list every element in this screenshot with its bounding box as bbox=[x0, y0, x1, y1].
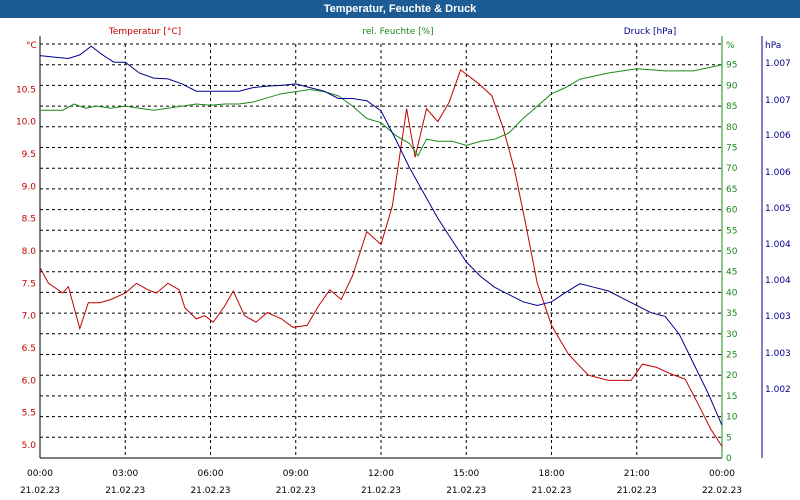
x-tick-date: 21.02.23 bbox=[105, 486, 145, 496]
pressure-tick-label: 1.004 bbox=[765, 240, 791, 250]
humidity-series-line bbox=[40, 64, 723, 157]
humidity-tick-label: 5 bbox=[726, 433, 732, 443]
temperature-tick-label: 10.5 bbox=[16, 85, 36, 95]
humidity-tick-label: 50 bbox=[726, 247, 738, 257]
x-tick-date: 21.02.23 bbox=[190, 486, 230, 496]
x-tick-date: 21.02.23 bbox=[446, 486, 486, 496]
pressure-tick-label: 1.003 bbox=[765, 312, 791, 322]
x-tick-date: 21.02.23 bbox=[531, 486, 571, 496]
humidity-tick-label: 80 bbox=[726, 123, 738, 133]
x-tick-time: 00:00 bbox=[27, 469, 53, 479]
humidity-tick-label: 60 bbox=[726, 206, 738, 216]
humidity-tick-label: 65 bbox=[726, 185, 737, 195]
humidity-unit-label: % bbox=[726, 41, 735, 51]
pressure-tick-label: 1.007 bbox=[765, 96, 791, 106]
humidity-tick-label: 70 bbox=[726, 164, 738, 174]
temperature-tick-label: 5.5 bbox=[22, 409, 36, 419]
humidity-tick-label: 35 bbox=[726, 309, 737, 319]
humidity-tick-label: 0 bbox=[726, 454, 732, 464]
humidity-tick-label: 30 bbox=[726, 330, 738, 340]
humidity-tick-label: 85 bbox=[726, 102, 737, 112]
temperature-tick-label: 8.0 bbox=[22, 247, 37, 257]
chart-title: Temperatur, Feuchte & Druck bbox=[0, 0, 800, 18]
x-tick-time: 06:00 bbox=[198, 469, 224, 479]
humidity-series-label: rel. Feuchte [%] bbox=[362, 27, 433, 37]
temperature-series-label: Temperatur [°C] bbox=[108, 27, 181, 37]
pressure-tick-label: 1.004 bbox=[765, 276, 791, 286]
temperature-tick-label: 6.0 bbox=[22, 376, 37, 386]
pressure-tick-label: 1.003 bbox=[765, 349, 791, 359]
temperature-unit-label: °C bbox=[26, 41, 37, 51]
x-tick-time: 09:00 bbox=[283, 469, 309, 479]
pressure-series-label: Druck [hPa] bbox=[624, 27, 677, 37]
temperature-tick-label: 7.0 bbox=[22, 312, 37, 322]
temperature-tick-label: 5.0 bbox=[22, 441, 37, 451]
pressure-tick-label: 1.006 bbox=[765, 168, 791, 178]
humidity-tick-label: 10 bbox=[726, 413, 738, 423]
pressure-tick-label: 1.007 bbox=[765, 59, 791, 69]
pressure-series-line bbox=[39, 45, 723, 426]
pressure-unit-label: hPa bbox=[765, 41, 781, 51]
x-tick-date: 21.02.23 bbox=[361, 486, 401, 496]
x-tick-date: 21.02.23 bbox=[20, 486, 60, 496]
temperature-tick-label: 8.5 bbox=[22, 215, 36, 225]
humidity-tick-label: 15 bbox=[726, 392, 737, 402]
axes bbox=[39, 36, 763, 459]
x-tick-date: 21.02.23 bbox=[276, 486, 316, 496]
chart-plot: 10.5 10.0 9.5 9.0 8.5 8.0 7.5 7.0 6.5 6.0 5.5 5.0 °C… bbox=[16, 27, 791, 496]
humidity-tick-label: 75 bbox=[726, 144, 737, 154]
humidity-tick-label: 20 bbox=[726, 371, 738, 381]
series-lines bbox=[39, 45, 723, 447]
humidity-tick-label: 25 bbox=[726, 351, 737, 361]
axis-labels: 10.5 10.0 9.5 9.0 8.5 8.0 7.5 7.0 6.5 6.0 5.5 5.0 °C… bbox=[16, 27, 791, 496]
humidity-tick-label: 90 bbox=[726, 81, 738, 91]
x-tick-time: 21:00 bbox=[624, 469, 650, 479]
temperature-tick-label: 7.5 bbox=[22, 279, 36, 289]
temperature-tick-label: 10.0 bbox=[16, 118, 36, 128]
humidity-tick-label: 95 bbox=[726, 61, 737, 71]
humidity-tick-label: 40 bbox=[726, 288, 738, 298]
pressure-tick-label: 1.002 bbox=[765, 385, 791, 395]
x-tick-date: 21.02.23 bbox=[617, 486, 657, 496]
humidity-tick-label: 45 bbox=[726, 268, 737, 278]
x-tick-time: 03:00 bbox=[112, 469, 138, 479]
pressure-tick-label: 1.005 bbox=[765, 204, 791, 214]
x-tick-time: 12:00 bbox=[368, 469, 394, 479]
temperature-tick-label: 9.5 bbox=[22, 150, 36, 160]
temperature-tick-label: 9.0 bbox=[22, 182, 37, 192]
temperature-series-line bbox=[39, 69, 723, 447]
humidity-tick-label: 55 bbox=[726, 226, 737, 236]
x-tick-time: 00:00 bbox=[709, 469, 735, 479]
x-tick-time: 15:00 bbox=[453, 469, 479, 479]
pressure-tick-label: 1.006 bbox=[765, 131, 791, 141]
x-tick-time: 18:00 bbox=[539, 469, 565, 479]
temperature-tick-label: 6.5 bbox=[22, 344, 36, 354]
x-tick-date: 22.02.23 bbox=[702, 486, 742, 496]
grid-lines bbox=[40, 43, 722, 458]
